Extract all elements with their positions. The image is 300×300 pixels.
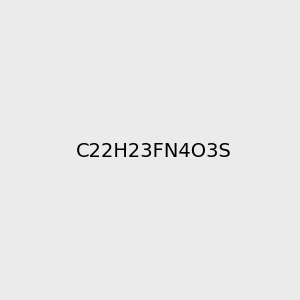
Text: C22H23FN4O3S: C22H23FN4O3S (76, 142, 232, 161)
